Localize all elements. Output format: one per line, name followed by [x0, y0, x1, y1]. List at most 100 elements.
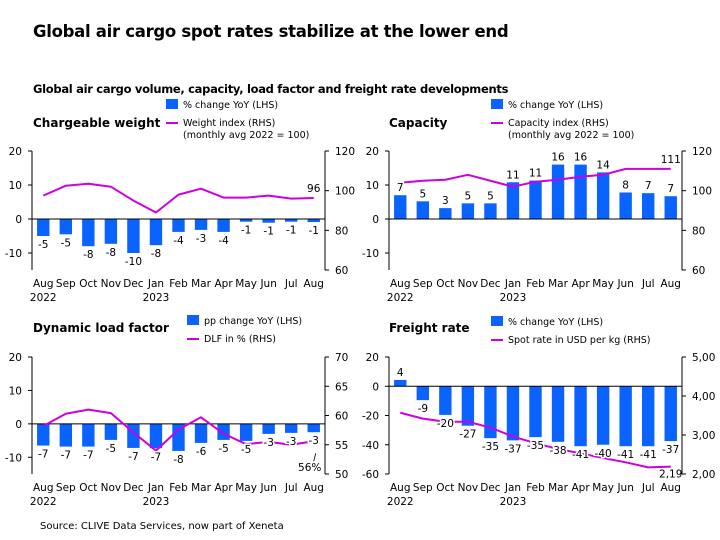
bar — [394, 379, 407, 387]
x-tick-label: Oct — [436, 278, 454, 290]
bar — [484, 203, 497, 219]
lhs-tick-label: 0 — [372, 381, 379, 393]
x-tick-label: Jan — [147, 278, 164, 290]
x-tick-label: Mar — [191, 482, 211, 494]
lhs-tick-label: 0 — [372, 214, 379, 226]
x-tick-label: Oct — [79, 278, 97, 290]
rhs-tick-label: 2,00 — [692, 469, 715, 481]
end-label-leader — [313, 453, 317, 462]
x-year-label: 2022 — [387, 496, 414, 508]
bar-data-label: -7 — [151, 451, 161, 463]
lhs-tick-label: 20 — [366, 146, 379, 158]
x-year-label: 2022 — [30, 496, 57, 508]
chart-title: Freight rate — [389, 321, 470, 335]
bar — [484, 386, 497, 439]
bar-data-label: -1 — [286, 225, 296, 237]
bar-data-label: -20 — [437, 418, 454, 430]
bar — [82, 423, 95, 447]
x-tick-label: Sep — [56, 482, 76, 494]
bar — [574, 386, 587, 447]
page-title: Global air cargo spot rates stabilize at… — [33, 22, 509, 41]
x-tick-label: May — [235, 278, 257, 290]
rhs-tick-label: 5,00 — [692, 352, 715, 364]
bar-data-label: 5 — [487, 190, 494, 202]
bar-data-label: -7 — [61, 450, 71, 462]
bar — [149, 423, 163, 449]
x-tick-label: Jun — [259, 278, 276, 290]
bar-data-label: 7 — [667, 183, 674, 195]
bar-data-label: -1 — [241, 225, 251, 237]
bar — [217, 219, 230, 232]
rhs-tick-label: 80 — [335, 225, 348, 237]
bar-data-label: -3 — [308, 435, 318, 447]
x-tick-label: Jan — [504, 278, 521, 290]
bar-data-label: -37 — [662, 444, 679, 456]
legend-line-label-2: (monthly avg 2022 = 100) — [183, 130, 309, 141]
x-tick-label: Aug — [33, 482, 54, 494]
line-end-label: 56% — [298, 462, 321, 474]
x-tick-label: Sep — [413, 278, 433, 290]
x-year-label: 2022 — [387, 292, 414, 304]
bar-data-label: -8 — [151, 248, 161, 260]
legend-line-label: Capacity index (RHS) — [508, 118, 609, 129]
x-tick-label: Oct — [436, 482, 454, 494]
bar — [149, 219, 163, 246]
x-tick-label: Jul — [641, 482, 655, 494]
bar-data-label: 16 — [574, 152, 588, 164]
x-tick-label: Nov — [101, 482, 122, 494]
x-tick-label: Nov — [458, 278, 479, 290]
x-tick-label: Jun — [616, 482, 633, 494]
x-year-label: 2023 — [143, 496, 170, 508]
bar — [619, 386, 632, 447]
bar-data-label: -37 — [504, 443, 521, 455]
x-tick-label: Mar — [191, 278, 211, 290]
legend-line-label: DLF in % (RHS) — [204, 334, 276, 345]
bar-data-label: -3 — [286, 436, 296, 448]
x-tick-label: Oct — [79, 482, 97, 494]
bar-data-label: -9 — [418, 403, 428, 415]
legend-line-label: Weight index (RHS) — [183, 118, 275, 129]
x-tick-label: Dec — [123, 278, 144, 290]
legend-bar-swatch — [491, 99, 503, 109]
x-tick-label: Sep — [413, 482, 433, 494]
x-year-label: 2023 — [143, 292, 170, 304]
bar — [506, 182, 520, 219]
line-end-label: 2,19 — [659, 469, 682, 481]
bar-data-label: -1 — [263, 226, 273, 238]
bar — [239, 219, 253, 222]
x-year-label: 2023 — [500, 496, 527, 508]
x-tick-label: Jun — [616, 278, 633, 290]
rhs-tick-label: 60 — [335, 265, 348, 277]
bar — [194, 423, 208, 443]
bar-data-label: -8 — [173, 454, 183, 466]
bar — [284, 219, 298, 222]
bar-data-label: -4 — [218, 235, 229, 247]
bar — [217, 423, 230, 440]
bar — [596, 172, 610, 219]
lhs-tick-label: 20 — [9, 146, 22, 158]
rhs-tick-label: 120 — [692, 146, 712, 158]
legend-bar-swatch — [187, 315, 199, 325]
x-tick-label: Dec — [480, 278, 501, 290]
x-year-label: 2023 — [500, 292, 527, 304]
x-tick-label: Jul — [284, 482, 298, 494]
x-tick-label: Apr — [571, 278, 590, 290]
bar-data-label: -38 — [549, 445, 566, 457]
x-tick-label: Sep — [56, 278, 76, 290]
x-tick-label: Jun — [259, 482, 276, 494]
bar-data-label: 16 — [551, 152, 565, 164]
bar-data-label: -7 — [38, 449, 48, 461]
bar-data-label: -4 — [173, 235, 184, 247]
x-tick-label: Jan — [504, 482, 521, 494]
chart-title: Dynamic load factor — [33, 321, 169, 335]
bar-data-label: -10 — [125, 256, 142, 268]
bar-data-label: -3 — [196, 233, 206, 245]
x-tick-label: Aug — [303, 278, 324, 290]
bar — [262, 219, 275, 223]
bar — [104, 219, 118, 244]
legend-line-label-2: (monthly avg 2022 = 100) — [508, 130, 634, 141]
rhs-tick-label: 70 — [335, 352, 348, 364]
rhs-tick-label: 120 — [335, 146, 355, 158]
chart-panel-4: Freight rate % change YoY (LHS) Spot rate … — [362, 316, 715, 508]
